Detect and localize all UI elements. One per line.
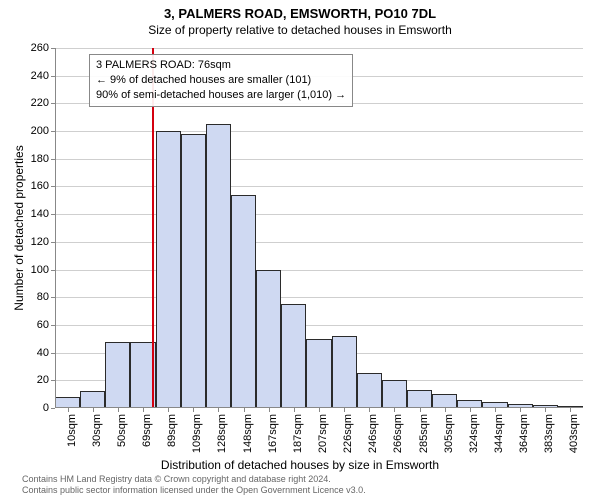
- x-tick-label: 50sqm: [116, 414, 128, 447]
- x-tick-label: 109sqm: [191, 414, 203, 453]
- x-tick-label: 246sqm: [367, 414, 379, 453]
- y-tick-label: 220: [31, 97, 49, 109]
- x-tick-label: 207sqm: [317, 414, 329, 453]
- y-tick-label: 100: [31, 264, 49, 276]
- histogram-bar: [80, 391, 105, 408]
- x-tick-mark: [218, 408, 219, 412]
- histogram-bar: [281, 304, 306, 408]
- x-tick-mark: [369, 408, 370, 412]
- y-tick-label: 240: [31, 70, 49, 82]
- annotation-line2: ← 9% of detached houses are smaller (101…: [96, 73, 346, 88]
- x-tick-label: 89sqm: [166, 414, 178, 447]
- gridline: [55, 270, 583, 271]
- x-tick-label: 324sqm: [468, 414, 480, 453]
- footer-line2: Contains public sector information licen…: [22, 485, 366, 496]
- footer-attribution: Contains HM Land Registry data © Crown c…: [22, 474, 366, 496]
- y-tick-label: 200: [31, 125, 49, 137]
- y-tick-label: 0: [43, 402, 49, 414]
- y-tick-label: 260: [31, 42, 49, 54]
- x-tick-label: 167sqm: [267, 414, 279, 453]
- x-tick-mark: [545, 408, 546, 412]
- x-tick-label: 344sqm: [493, 414, 505, 453]
- x-tick-mark: [294, 408, 295, 412]
- gridline: [55, 325, 583, 326]
- x-axis-title: Distribution of detached houses by size …: [0, 458, 600, 472]
- gridline: [55, 242, 583, 243]
- gridline: [55, 186, 583, 187]
- annotation-line1: 3 PALMERS ROAD: 76sqm: [96, 58, 346, 73]
- y-axis-title: Number of detached properties: [12, 145, 26, 310]
- x-tick-mark: [269, 408, 270, 412]
- histogram-bar: [407, 390, 432, 408]
- chart-container: 3, PALMERS ROAD, EMSWORTH, PO10 7DL Size…: [0, 0, 600, 500]
- y-tick-label: 120: [31, 236, 49, 248]
- x-tick-mark: [520, 408, 521, 412]
- x-tick-mark: [570, 408, 571, 412]
- histogram-bar: [105, 342, 130, 408]
- histogram-bar: [206, 124, 231, 408]
- footer-line1: Contains HM Land Registry data © Crown c…: [22, 474, 366, 485]
- chart-title-line2: Size of property relative to detached ho…: [0, 21, 600, 41]
- histogram-bar: [256, 270, 281, 408]
- chart-title-line1: 3, PALMERS ROAD, EMSWORTH, PO10 7DL: [0, 0, 600, 21]
- x-tick-label: 187sqm: [292, 414, 304, 453]
- x-tick-mark: [394, 408, 395, 412]
- gridline: [55, 297, 583, 298]
- x-tick-mark: [470, 408, 471, 412]
- y-axis-line: [55, 48, 56, 408]
- histogram-bar: [181, 134, 206, 408]
- plot-area: 02040608010012014016018020022024026010sq…: [55, 48, 583, 408]
- x-tick-label: 383sqm: [543, 414, 555, 453]
- gridline: [55, 159, 583, 160]
- x-tick-mark: [68, 408, 69, 412]
- x-tick-label: 403sqm: [568, 414, 580, 453]
- x-tick-mark: [319, 408, 320, 412]
- x-tick-label: 128sqm: [216, 414, 228, 453]
- annotation-box: 3 PALMERS ROAD: 76sqm ← 9% of detached h…: [89, 54, 353, 107]
- y-tick-label: 180: [31, 153, 49, 165]
- histogram-bar: [156, 131, 181, 408]
- x-axis-line: [55, 407, 583, 408]
- x-tick-mark: [143, 408, 144, 412]
- x-tick-label: 226sqm: [342, 414, 354, 453]
- histogram-bar: [231, 195, 256, 408]
- x-tick-label: 285sqm: [418, 414, 430, 453]
- x-tick-mark: [420, 408, 421, 412]
- x-tick-label: 148sqm: [242, 414, 254, 453]
- x-tick-mark: [244, 408, 245, 412]
- x-tick-mark: [445, 408, 446, 412]
- gridline: [55, 131, 583, 132]
- x-tick-mark: [495, 408, 496, 412]
- x-tick-mark: [344, 408, 345, 412]
- x-tick-label: 69sqm: [141, 414, 153, 447]
- y-tick-mark: [51, 408, 55, 409]
- histogram-bar: [432, 394, 457, 408]
- x-tick-label: 364sqm: [518, 414, 530, 453]
- y-tick-label: 140: [31, 208, 49, 220]
- histogram-bar: [332, 336, 357, 408]
- x-tick-label: 266sqm: [392, 414, 404, 453]
- histogram-bar: [357, 373, 382, 408]
- y-tick-label: 60: [37, 319, 49, 331]
- y-tick-label: 80: [37, 291, 49, 303]
- x-tick-mark: [118, 408, 119, 412]
- x-tick-mark: [193, 408, 194, 412]
- y-tick-label: 40: [37, 347, 49, 359]
- x-tick-label: 10sqm: [66, 414, 78, 447]
- y-tick-label: 160: [31, 180, 49, 192]
- gridline: [55, 214, 583, 215]
- x-tick-label: 30sqm: [91, 414, 103, 447]
- gridline: [55, 48, 583, 49]
- x-tick-mark: [168, 408, 169, 412]
- annotation-line3: 90% of semi-detached houses are larger (…: [96, 88, 346, 103]
- y-tick-label: 20: [37, 374, 49, 386]
- x-tick-mark: [93, 408, 94, 412]
- x-tick-label: 305sqm: [443, 414, 455, 453]
- histogram-bar: [306, 339, 331, 408]
- histogram-bar: [382, 380, 407, 408]
